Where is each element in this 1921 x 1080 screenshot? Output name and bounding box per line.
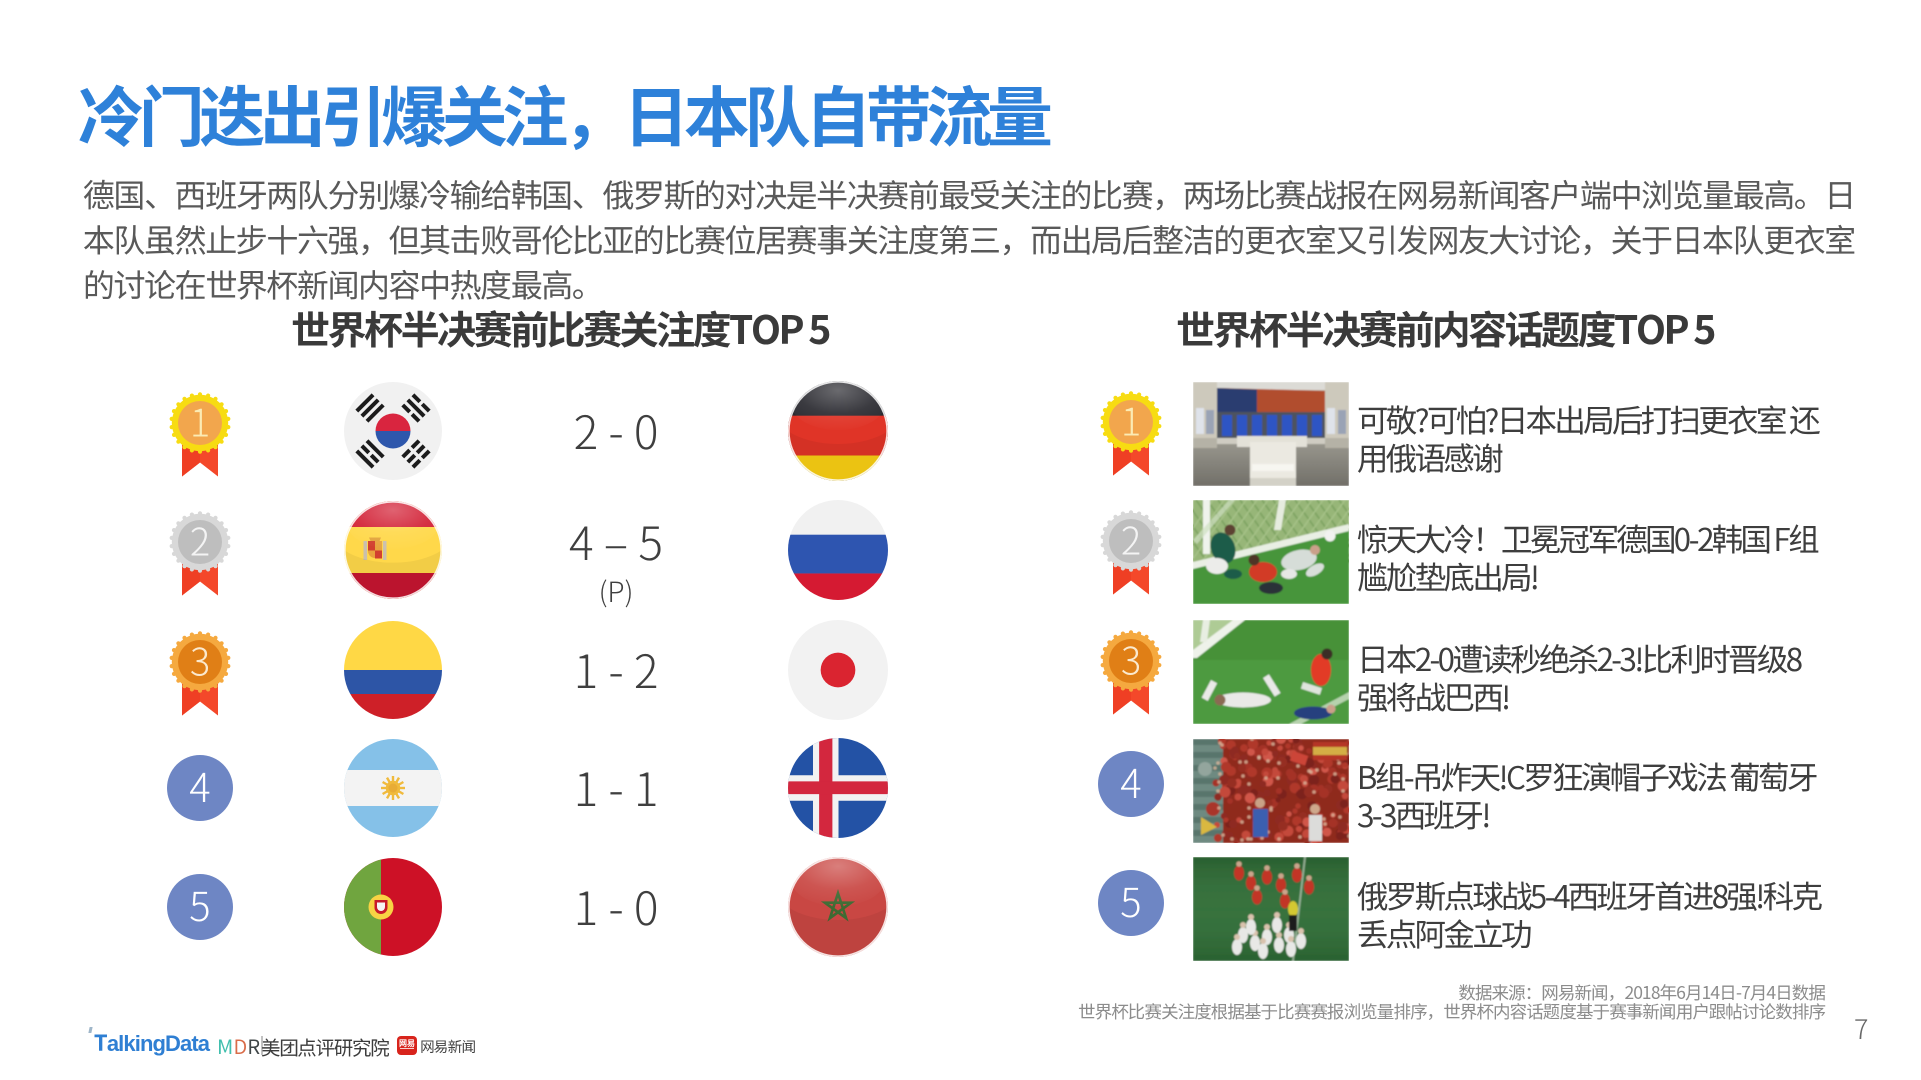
svg-text:5: 5 xyxy=(189,875,210,933)
svg-text:3: 3 xyxy=(1121,630,1141,685)
svg-text:2: 2 xyxy=(190,512,210,567)
svg-text:1: 1 xyxy=(190,393,210,448)
svg-text:4: 4 xyxy=(189,756,210,814)
svg-text:1: 1 xyxy=(1121,392,1141,447)
svg-text:3: 3 xyxy=(190,631,210,686)
svg-text:4: 4 xyxy=(1120,752,1141,810)
svg-text:2: 2 xyxy=(1121,511,1141,566)
svg-text:5: 5 xyxy=(1120,871,1141,929)
